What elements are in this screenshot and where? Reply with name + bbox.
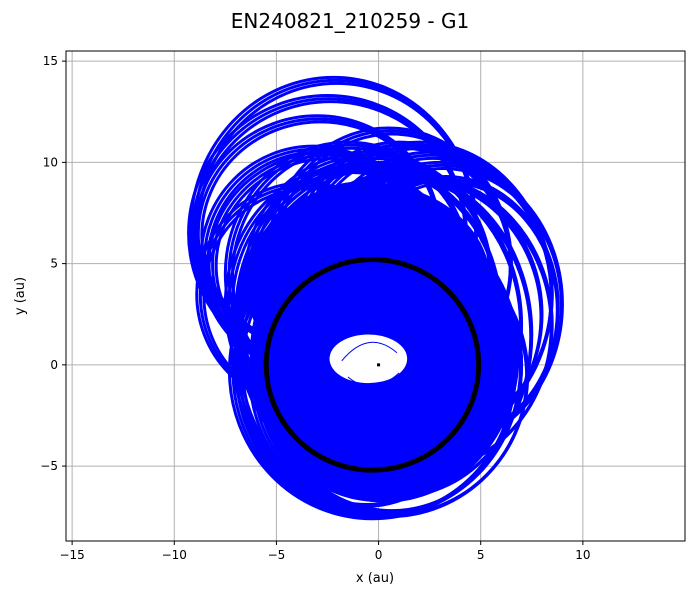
y-tick-label: −5	[40, 459, 58, 473]
x-tick-label: 0	[375, 548, 383, 562]
axis-ticks: −15 −10 −5 0 5 10 −5 0 5 10 15	[40, 54, 590, 562]
blue-orbit-arc	[341, 341, 398, 362]
x-tick-label: −10	[162, 548, 187, 562]
blue-orbit-arc	[347, 372, 400, 387]
y-axis-title: y (au)	[13, 277, 28, 315]
x-tick-label: −15	[59, 548, 84, 562]
central-body-marker	[377, 363, 381, 367]
x-tick-label: −5	[268, 548, 286, 562]
y-tick-label: 10	[43, 155, 58, 169]
plot-frame	[65, 50, 686, 542]
chart-title: EN240821_210259 - G1	[231, 9, 469, 33]
x-tick-label: 5	[477, 548, 485, 562]
x-axis-title: x (au)	[356, 571, 394, 586]
y-tick-label: 0	[50, 358, 58, 372]
plot-area	[187, 75, 564, 521]
y-tick-label: 15	[43, 54, 58, 68]
x-tick-label: 10	[575, 548, 590, 562]
blue-orbit-core	[245, 182, 491, 386]
y-tick-label: 5	[50, 257, 58, 271]
black-orbit	[263, 257, 482, 473]
